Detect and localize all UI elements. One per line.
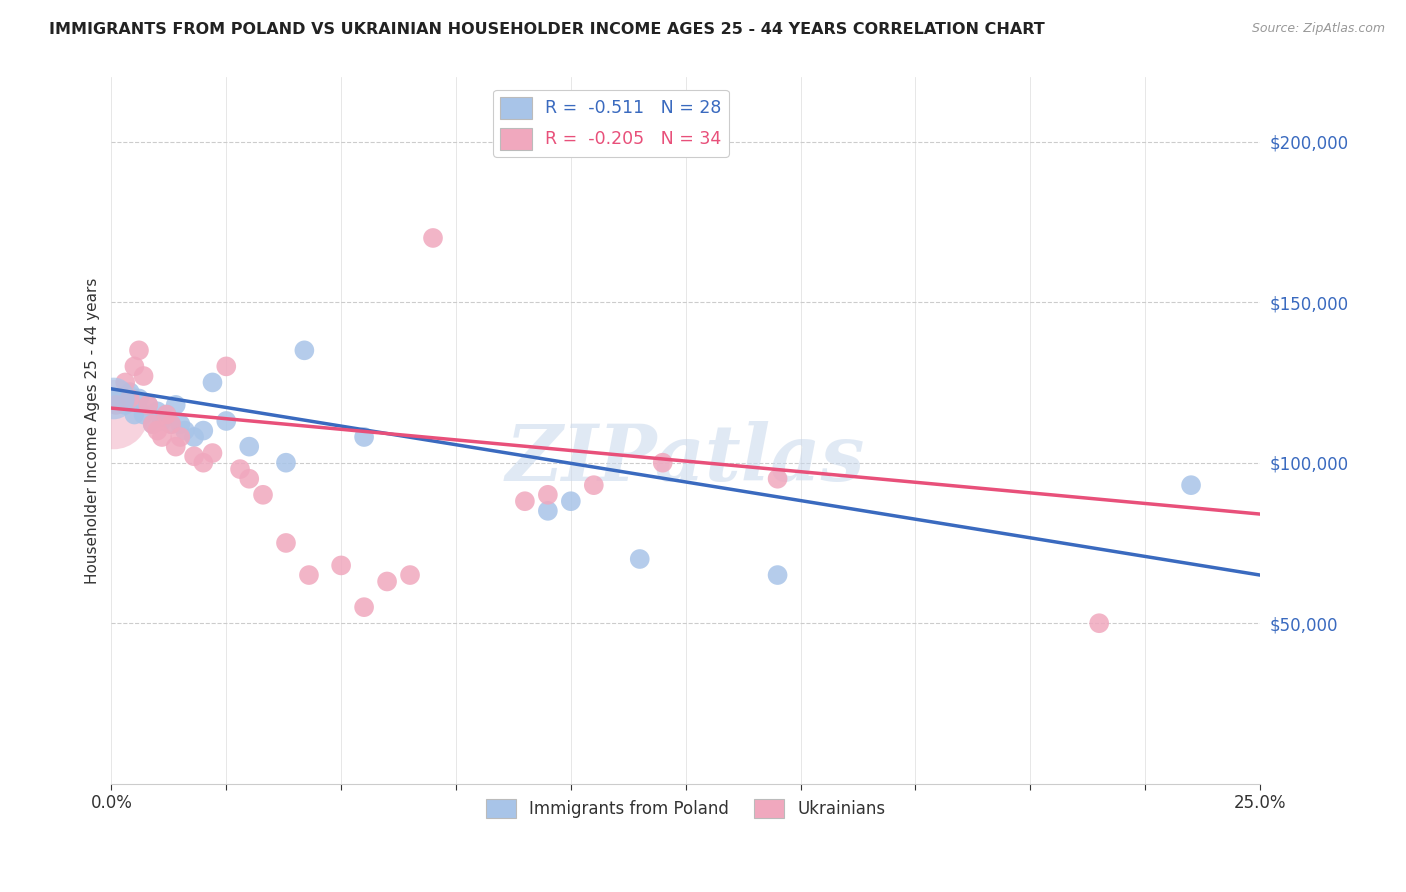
Point [136, 398, 159, 412]
Point [537, 504, 560, 518]
Point [238, 472, 260, 486]
Point [274, 536, 297, 550]
Point [169, 417, 191, 432]
Point [183, 450, 205, 464]
Point [124, 408, 146, 422]
Point [582, 478, 605, 492]
Point [174, 424, 197, 438]
Point [375, 574, 398, 589]
Point [146, 424, 169, 438]
Point [160, 417, 183, 432]
Point [193, 424, 215, 438]
Point [132, 408, 155, 422]
Text: Source: ZipAtlas.com: Source: ZipAtlas.com [1251, 22, 1385, 36]
Point [201, 376, 224, 390]
Point [215, 414, 238, 428]
Y-axis label: Householder Income Ages 25 - 44 years: Householder Income Ages 25 - 44 years [86, 277, 100, 583]
Point [136, 398, 159, 412]
Point [114, 398, 136, 412]
Point [155, 408, 177, 422]
Point [118, 385, 141, 400]
Point [128, 343, 150, 358]
Point [651, 456, 673, 470]
Legend: Immigrants from Poland, Ukrainians: Immigrants from Poland, Ukrainians [479, 792, 893, 825]
Point [353, 430, 375, 444]
Point [513, 494, 536, 508]
Text: IMMIGRANTS FROM POLAND VS UKRAINIAN HOUSEHOLDER INCOME AGES 25 - 44 YEARS CORREL: IMMIGRANTS FROM POLAND VS UKRAINIAN HOUS… [49, 22, 1045, 37]
Point [193, 456, 215, 470]
Point [1088, 616, 1111, 631]
Point [142, 417, 165, 432]
Point [766, 472, 789, 486]
Point [229, 462, 252, 476]
Point [142, 417, 165, 432]
Point [274, 456, 297, 470]
Point [132, 369, 155, 384]
Point [766, 568, 789, 582]
Point [353, 600, 375, 615]
Text: ZIPatlas: ZIPatlas [506, 421, 865, 497]
Point [422, 231, 444, 245]
Point [537, 488, 560, 502]
Point [160, 417, 183, 432]
Point [330, 558, 353, 573]
Point [292, 343, 315, 358]
Point [103, 392, 125, 406]
Point [560, 494, 582, 508]
Point [124, 359, 146, 374]
Point [150, 414, 173, 428]
Point [165, 398, 187, 412]
Point [114, 376, 136, 390]
Point [128, 392, 150, 406]
Point [238, 440, 260, 454]
Point [146, 404, 169, 418]
Point [628, 552, 651, 566]
Point [118, 392, 141, 406]
Point [165, 440, 187, 454]
Point [183, 430, 205, 444]
Point [150, 430, 173, 444]
Point [105, 392, 128, 406]
Point [105, 398, 128, 412]
Point [252, 488, 274, 502]
Point [103, 408, 125, 422]
Point [215, 359, 238, 374]
Point [298, 568, 321, 582]
Point [1180, 478, 1202, 492]
Point [169, 430, 191, 444]
Point [399, 568, 422, 582]
Point [155, 408, 177, 422]
Point [201, 446, 224, 460]
